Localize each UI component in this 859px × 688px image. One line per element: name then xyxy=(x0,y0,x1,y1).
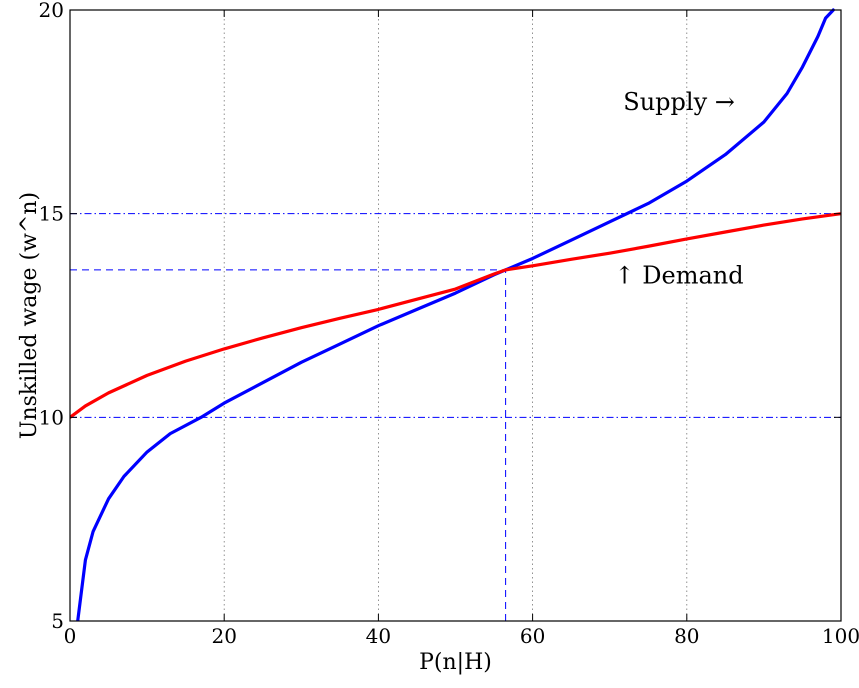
x-tick-label-60: 60 xyxy=(520,624,545,648)
grid xyxy=(223,10,688,621)
plot-frame xyxy=(69,9,842,622)
ticks xyxy=(69,9,842,622)
tick-labels: 0 20 40 60 80 100 5 10 15 20 xyxy=(39,0,859,648)
y-tick-label-15: 15 xyxy=(39,202,64,226)
x-tick-label-20: 20 xyxy=(211,624,236,648)
y-tick-label-20: 20 xyxy=(39,0,64,22)
y-tick-label-5: 5 xyxy=(51,609,64,633)
x-tick-label-40: 40 xyxy=(366,624,391,648)
annotation-0: Supply → xyxy=(623,88,735,116)
series-line-supply xyxy=(76,8,835,621)
axis-labels: P(n|H) Unskilled wage (w^n) xyxy=(17,192,492,675)
x-tick-label-100: 100 xyxy=(822,624,859,648)
x-axis-label: P(n|H) xyxy=(419,650,492,675)
y-tick-label-10: 10 xyxy=(39,405,64,429)
annotations: Supply → ↑ Demand xyxy=(615,88,744,289)
x-tick-label-80: 80 xyxy=(674,624,699,648)
y-axis-label: Unskilled wage (w^n) xyxy=(17,192,42,439)
annotation-1: ↑ Demand xyxy=(615,261,744,289)
series-group xyxy=(70,8,841,621)
series-line-demand xyxy=(70,212,841,419)
x-tick-label-0: 0 xyxy=(64,624,77,648)
reference-lines xyxy=(70,213,841,621)
